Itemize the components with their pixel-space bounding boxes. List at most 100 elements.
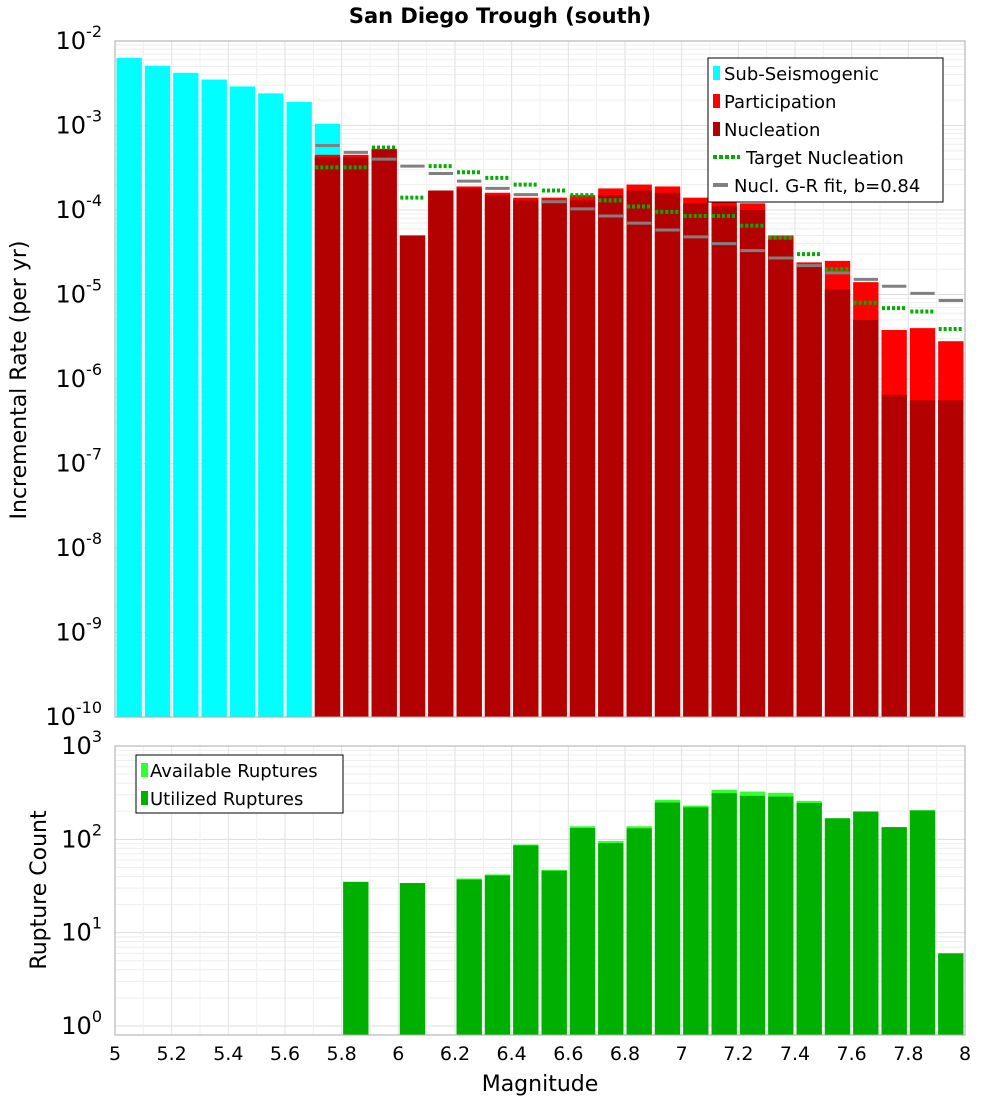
bar-utilized-ruptures <box>853 811 879 1035</box>
bar-nucleation <box>739 210 766 717</box>
bar-nucleation <box>399 235 426 718</box>
bottom-y-tick-labels: 100 101 102 103 <box>61 727 102 1040</box>
top-y-tick-label: 10-8 <box>56 529 103 562</box>
bar-nucleation <box>626 190 652 717</box>
bar-nucleation <box>541 200 567 718</box>
x-axis-label: Magnitude <box>482 1072 599 1097</box>
top-y-tick-label: 10-4 <box>56 191 103 224</box>
legend-swatch-nucleation <box>713 122 720 136</box>
legend-label-sub-seismogenic: Sub-Seismogenic <box>724 64 879 85</box>
bar-nucleation <box>428 190 454 717</box>
bar-nucleation <box>938 400 964 717</box>
x-tick-label: 6.4 <box>497 1043 527 1065</box>
bar-nucleation <box>881 394 907 717</box>
bar-sub-seismogenic <box>173 72 199 717</box>
bar-utilized-ruptures <box>343 881 369 1035</box>
x-tick-label: 6 <box>392 1043 404 1065</box>
bottom-y-tick-label: 100 <box>61 1007 102 1040</box>
bar-nucleation <box>314 157 341 717</box>
bar-nucleation <box>711 206 737 717</box>
x-tick-label: 7.2 <box>723 1043 753 1065</box>
x-tick-label: 5.4 <box>213 1043 243 1065</box>
bar-utilized-ruptures <box>598 843 624 1035</box>
top-y-tick-label: 10-7 <box>56 445 103 478</box>
bar-sub-seismogenic <box>116 57 142 717</box>
x-tick-label: 5.2 <box>157 1043 187 1065</box>
bar-utilized-ruptures <box>541 870 567 1035</box>
x-tick-label: 8 <box>959 1043 971 1065</box>
bar-utilized-ruptures <box>768 796 794 1035</box>
top-y-tick-label: 10-9 <box>56 614 103 647</box>
bar-sub-seismogenic <box>258 93 284 718</box>
top-plot-frame <box>114 40 966 718</box>
bar-sub-seismogenic <box>286 101 312 718</box>
bar-nucleation <box>456 188 482 718</box>
bar-nucleation <box>343 157 369 717</box>
top-y-axis-label: Incremental Rate (per yr) <box>7 241 32 520</box>
legend-label-available: Available Ruptures <box>150 761 318 782</box>
top-y-tick-label: 10-6 <box>56 360 103 393</box>
bar-nucleation <box>768 239 794 718</box>
bottom-legend: Available Ruptures Utilized Ruptures <box>135 754 344 814</box>
bar-nucleation <box>569 200 596 718</box>
x-tick-label: 6.6 <box>553 1043 583 1065</box>
bottom-y-tick-label: 103 <box>61 727 102 760</box>
bar-utilized-ruptures <box>484 875 511 1035</box>
bar-nucleation <box>371 149 397 718</box>
bar-nucleation <box>654 192 681 718</box>
top-y-tick-label: 10-3 <box>56 107 103 140</box>
bottom-y-axis-label: Rupture Count <box>27 810 52 970</box>
legend-swatch-sub-seismogenic <box>713 66 720 80</box>
x-tick-label: 5 <box>109 1043 121 1065</box>
legend-label-target-nucleation: Target Nucleation <box>745 148 904 169</box>
x-tick-label: 7.8 <box>893 1043 923 1065</box>
x-tick-label: 6.2 <box>440 1043 470 1065</box>
bottom-y-tick-label: 102 <box>61 820 102 853</box>
legend-label-participation: Participation <box>724 92 836 113</box>
bar-utilized-ruptures <box>654 802 681 1035</box>
bar-sub-seismogenic <box>144 65 171 717</box>
x-tick-labels: 5 5.2 5.4 5.6 5.8 6 6.2 6.4 6.6 6.8 7 7.2 7.4 7.6 7.8 8 <box>109 1043 971 1065</box>
bottom-y-tick-label: 101 <box>61 914 102 947</box>
bar-utilized-ruptures <box>938 953 964 1035</box>
bar-utilized-ruptures <box>626 828 652 1035</box>
top-bars <box>116 57 964 718</box>
bar-sub-seismogenic <box>229 86 256 717</box>
legend-swatch-utilized <box>141 791 148 805</box>
bar-utilized-ruptures <box>399 883 426 1035</box>
bottom-bars <box>343 789 964 1035</box>
bar-utilized-ruptures <box>739 795 766 1035</box>
bar-utilized-ruptures <box>881 827 907 1035</box>
bar-nucleation <box>796 265 822 717</box>
legend-label-utilized: Utilized Ruptures <box>150 789 303 810</box>
legend-label-nucleation: Nucleation <box>724 120 820 141</box>
x-tick-label: 7.4 <box>780 1043 810 1065</box>
bar-utilized-ruptures <box>796 803 822 1035</box>
top-y-tick-label: 10-10 <box>45 698 102 731</box>
top-gridlines <box>114 41 966 718</box>
legend-swatch-participation <box>713 94 720 108</box>
bar-nucleation <box>484 195 511 717</box>
bar-nucleation <box>683 203 709 717</box>
bar-nucleation <box>598 195 624 717</box>
bar-nucleation <box>824 289 851 717</box>
x-tick-label: 7.6 <box>837 1043 867 1065</box>
x-tick-label: 7 <box>676 1043 688 1065</box>
top-y-tick-labels: 10-10 10-9 10-8 10-7 10-6 10-5 10-4 10-3 10-2 <box>45 22 102 731</box>
bar-nucleation <box>909 400 936 717</box>
bar-utilized-ruptures <box>569 828 596 1035</box>
bar-sub-seismogenic <box>201 79 227 718</box>
bar-utilized-ruptures <box>513 845 539 1035</box>
bar-nucleation <box>853 319 879 717</box>
top-y-tick-label: 10-2 <box>56 22 103 55</box>
legend-swatch-available <box>141 763 148 777</box>
top-y-tick-label: 10-5 <box>56 276 103 309</box>
top-line-segments <box>315 143 963 332</box>
top-chart-title: San Diego Trough (south) <box>349 4 651 28</box>
x-tick-label: 5.6 <box>270 1043 300 1065</box>
top-legend: Sub-Seismogenic Participation Nucleation… <box>707 57 944 203</box>
bar-utilized-ruptures <box>456 879 482 1035</box>
bar-utilized-ruptures <box>683 807 709 1035</box>
bar-nucleation <box>513 200 539 718</box>
